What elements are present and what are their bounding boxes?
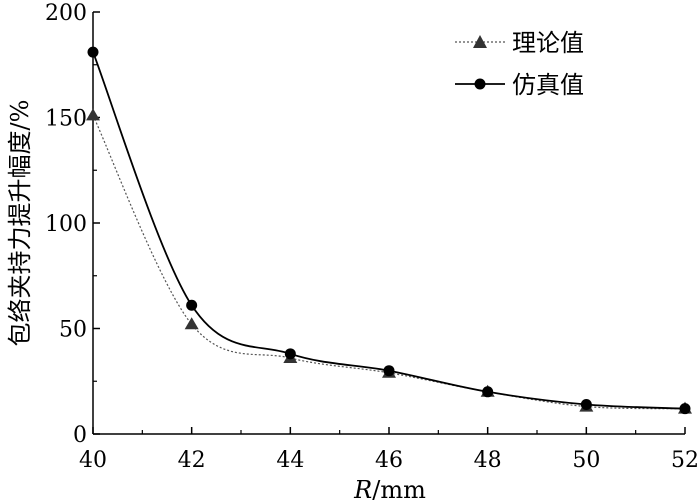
legend-label-simulation: 仿真值 <box>512 71 584 99</box>
legend-item-theory: 理论值 <box>455 29 584 57</box>
y-tick-label: 0 <box>73 423 87 448</box>
series-1-point <box>679 403 691 415</box>
x-tick-label: 44 <box>276 448 304 473</box>
x-tick-label: 52 <box>671 448 699 473</box>
series-1-point <box>580 398 592 410</box>
y-tick-label: 150 <box>45 107 87 132</box>
series-line-1 <box>92 51 686 410</box>
plot-area <box>86 46 692 415</box>
legend-marker-theory <box>473 35 487 48</box>
legend-marker-simulation <box>474 78 486 90</box>
x-tick-label: 50 <box>572 448 600 473</box>
y-tick-label: 200 <box>45 1 87 26</box>
axes: 40 42 44 46 48 50 52 0 50 100 150 200 <box>45 1 699 473</box>
x-axis-label: R/mm <box>353 476 426 503</box>
y-tick-label: 100 <box>45 212 87 237</box>
x-tick-label: 48 <box>474 448 502 473</box>
series-1-point <box>383 365 395 377</box>
series-0-point <box>86 108 100 121</box>
series-1-point <box>482 386 494 398</box>
legend-label-theory: 理论值 <box>512 29 584 57</box>
y-axis-label: 包络夹持力提升幅度/% <box>6 100 34 347</box>
legend: 理论值 仿真值 <box>455 29 584 99</box>
x-tick-label: 42 <box>178 448 206 473</box>
x-tick-label: 46 <box>375 448 403 473</box>
y-tick-label: 50 <box>59 318 87 343</box>
x-tick-label: 40 <box>79 448 107 473</box>
series-1-point <box>186 299 198 311</box>
series-1-point <box>284 348 296 360</box>
legend-item-simulation: 仿真值 <box>455 71 584 99</box>
series-1-point <box>87 46 99 58</box>
series-0-point <box>184 317 199 330</box>
series-line-0 <box>92 115 686 410</box>
